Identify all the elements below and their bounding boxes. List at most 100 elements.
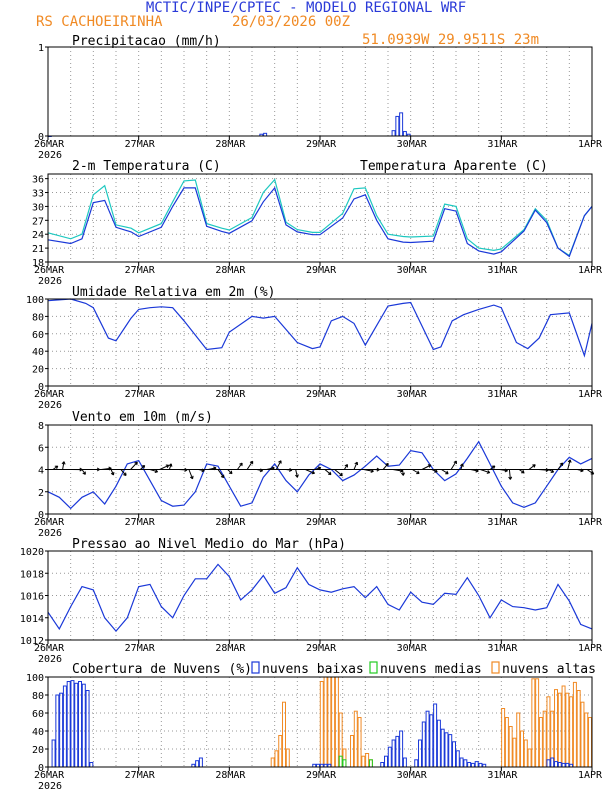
header-title: MCTIC/INPE/CPTEC - MODELO REGIONAL WRF [146, 0, 466, 16]
wind-vector-arrow [159, 464, 170, 470]
x-tick-label: 28MAR [215, 265, 246, 276]
y-tick-label: 80 [32, 312, 44, 323]
wind-vector-arrow [295, 469, 299, 478]
wind-vector-arrow [382, 462, 389, 470]
wind-vector-arrow [208, 466, 217, 471]
wind-vector-arrow [412, 469, 420, 475]
wind-vector-arrow [179, 467, 188, 472]
y-tick-label: 1020 [20, 547, 44, 558]
wind-vector-arrow [577, 468, 584, 473]
y-tick-label: 36 [32, 175, 44, 186]
x-axis-year: 2026 [38, 654, 62, 665]
y-tick-label: 100 [26, 673, 44, 684]
y-tick-label: 40 [32, 347, 44, 358]
header-location: RS CACHOEIRINHA [36, 14, 163, 30]
y-tick-label: 0 [38, 132, 44, 143]
header-run-time: 26/03/2026 00Z [232, 14, 350, 30]
temp-panel: 18 21 24 27 30 33 36 26MAR 27MAR 28MAR 29MAR 30MAR 3… [32, 159, 603, 287]
x-tick-label: 30MAR [397, 139, 428, 150]
y-tick-label: 20 [32, 745, 44, 756]
x-tick-label: 30MAR [397, 517, 428, 528]
cloud-legend-label: nuvens medias [380, 662, 482, 677]
y-tick-label: 1016 [20, 592, 44, 603]
wind-vector-arrow [421, 464, 432, 470]
y-tick-label: 0 [38, 763, 44, 774]
y-tick-label: 60 [32, 330, 44, 341]
x-tick-label: 31MAR [487, 643, 518, 654]
wind-vector-arrow [285, 468, 293, 472]
y-tick-label: 2 [38, 488, 44, 499]
wind-vector-arrow [324, 469, 332, 476]
wind-vector-arrow [538, 468, 549, 472]
x-tick-label: 29MAR [306, 770, 337, 781]
wind-vector-arrow [120, 469, 127, 476]
wind-vector-arrow [168, 463, 173, 470]
wind-vector-arrow [217, 469, 225, 479]
x-tick-label: 29MAR [306, 139, 337, 150]
wind-vector-arrow [353, 461, 359, 470]
x-tick-label: 27MAR [125, 139, 156, 150]
y-tick-label: 0 [38, 510, 44, 521]
y-tick-label: 80 [32, 691, 44, 702]
wind-vector-arrow [314, 466, 322, 471]
wind-vector-arrow [373, 467, 380, 472]
x-tick-label: 26MAR [34, 770, 65, 781]
y-tick-label: 33 [32, 189, 44, 200]
wind-vector-arrow [198, 468, 205, 473]
x-tick-label: 31MAR [487, 139, 518, 150]
x-tick-label: 1APR [578, 517, 603, 528]
precip-title: Precipitacao (mm/h) [72, 34, 221, 49]
y-tick-label: 27 [32, 216, 44, 227]
x-tick-label: 31MAR [487, 517, 518, 528]
x-axis-year: 2026 [38, 150, 62, 161]
cloud-legend-swatch [251, 661, 260, 674]
wind-vector-arrow [450, 460, 457, 470]
x-tick-label: 30MAR [397, 265, 428, 276]
x-tick-label: 29MAR [306, 265, 337, 276]
x-tick-label: 28MAR [215, 517, 246, 528]
y-tick-label: 1 [38, 43, 44, 54]
wind-vector-arrow [508, 469, 513, 480]
x-tick-label: 30MAR [397, 770, 428, 781]
y-tick-label: 1018 [20, 569, 44, 580]
temp-legend: Temperatura Aparente (C) [360, 159, 548, 174]
wind-vector-arrow [227, 469, 233, 475]
wind-vector-arrow [110, 469, 115, 476]
wind-title: Vento em 10m (m/s) [72, 410, 213, 425]
wind-vector-arrow [363, 469, 374, 473]
x-tick-label: 27MAR [125, 770, 156, 781]
wind-vector-arrow [266, 466, 275, 471]
x-tick-label: 29MAR [306, 643, 337, 654]
x-tick-label: 28MAR [215, 770, 246, 781]
cloud-legend-label: nuvens altas [502, 662, 596, 677]
x-tick-label: 26MAR [34, 139, 65, 150]
x-tick-label: 28MAR [215, 139, 246, 150]
wind-vector-arrow [139, 465, 146, 470]
wind-vector-arrow [401, 469, 405, 476]
y-tick-label: 100 [26, 295, 44, 306]
wind-vector-arrow [305, 469, 316, 475]
x-tick-label: 31MAR [487, 770, 518, 781]
wind-vector-arrow [480, 469, 491, 474]
wind-vector-arrow [441, 469, 449, 475]
y-tick-label: 1012 [20, 636, 44, 647]
y-tick-label: 20 [32, 365, 44, 376]
wind-vector-arrow [61, 461, 66, 470]
x-axis-year: 2026 [38, 528, 62, 539]
wind-vector-arrow [499, 468, 508, 473]
precip-panel: 0 1 26MAR 27MAR 28MAR 29MAR 30MAR 31MAR 1APR 2026… [34, 34, 603, 161]
wind-vector-arrow [52, 465, 59, 470]
x-tick-label: 31MAR [487, 389, 518, 400]
y-tick-label: 6 [38, 443, 44, 454]
y-tick-label: 18 [32, 258, 44, 269]
humidity-panel: 0 20 40 60 80 100 26MAR 27MAR 28MAR 29MAR 30MAR 31M… [26, 285, 603, 411]
wind-vector-arrow [548, 469, 555, 473]
x-tick-label: 27MAR [125, 643, 156, 654]
wind-vector-arrow [188, 469, 194, 480]
humidity-series-line [47, 298, 593, 358]
x-tick-label: 28MAR [215, 389, 246, 400]
cloud-legend-swatch [491, 661, 500, 674]
